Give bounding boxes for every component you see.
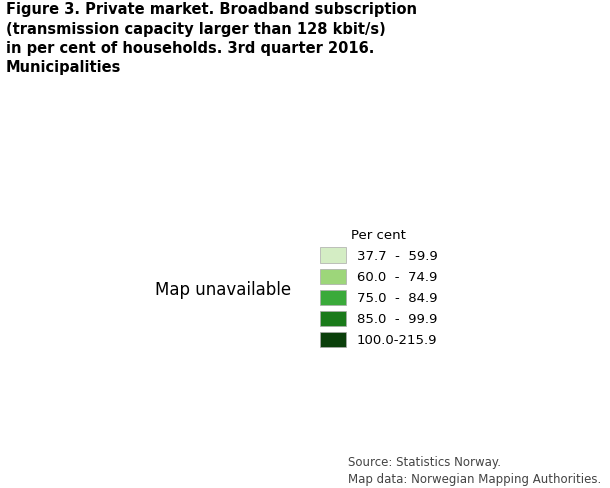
Legend: 37.7  -  59.9, 60.0  -  74.9, 75.0  -  84.9, 85.0  -  99.9, 100.0-215.9: 37.7 - 59.9, 60.0 - 74.9, 75.0 - 84.9, 8… (315, 224, 441, 351)
Text: Source: Statistics Norway.
Map data: Norwegian Mapping Authorities.: Source: Statistics Norway. Map data: Nor… (348, 456, 601, 486)
Text: Figure 3. Private market. Broadband subscription
(transmission capacity larger t: Figure 3. Private market. Broadband subs… (6, 2, 417, 75)
Text: Map unavailable: Map unavailable (154, 282, 291, 299)
